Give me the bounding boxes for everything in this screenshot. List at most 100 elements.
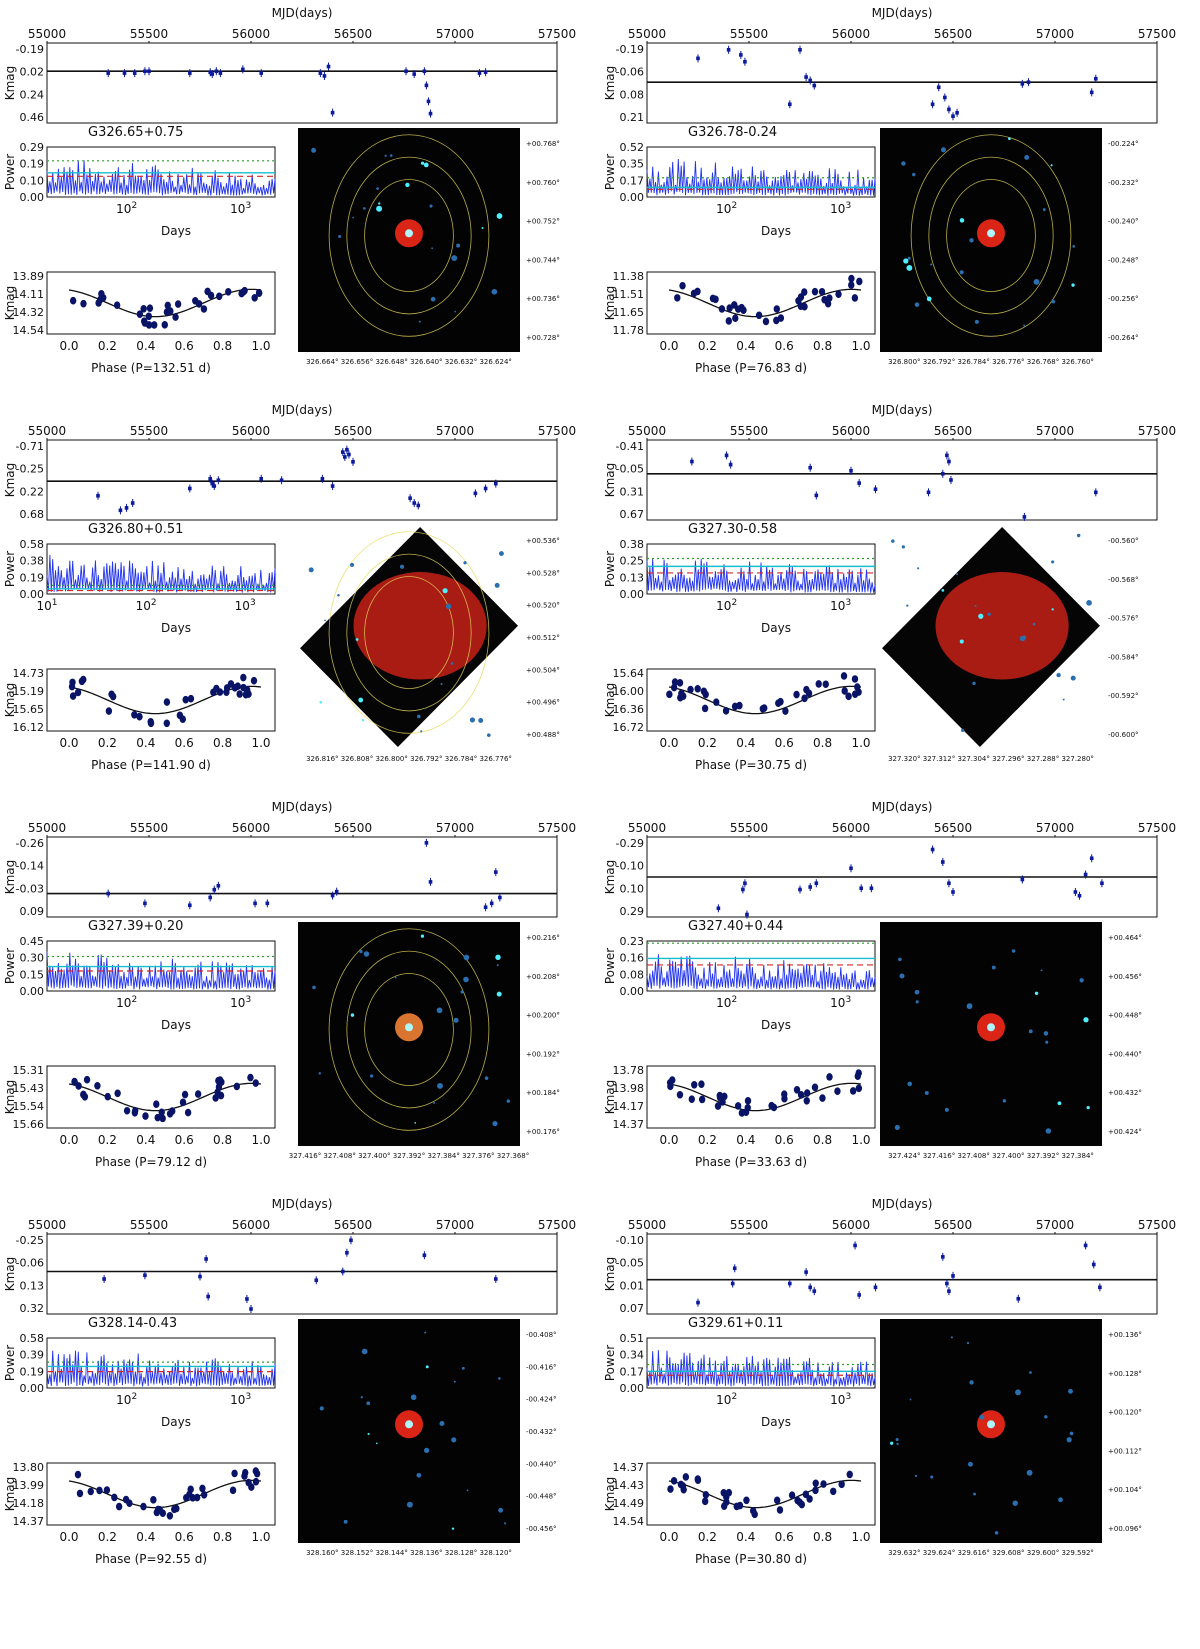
lightcurve-ytick-label: -0.06 bbox=[16, 1257, 44, 1270]
periodogram-xlabel: Days bbox=[161, 224, 191, 238]
phase-point bbox=[174, 300, 182, 308]
contour-line bbox=[364, 179, 454, 292]
phase-point bbox=[797, 302, 805, 311]
lightcurve-point bbox=[808, 885, 812, 889]
field-star bbox=[1044, 1415, 1048, 1419]
phase-point bbox=[166, 1109, 174, 1118]
phase-point bbox=[108, 690, 115, 699]
phase-xtick-label: 0.8 bbox=[813, 339, 832, 353]
sky-image: -00.408° -00.416° -00.424° -00.432° -00.440°… bbox=[298, 1319, 557, 1557]
phase-point bbox=[725, 1488, 733, 1497]
phase-point bbox=[671, 678, 679, 686]
phase-xtick-label: 0.2 bbox=[698, 736, 717, 750]
field-star bbox=[1079, 978, 1084, 983]
phase-point bbox=[846, 1470, 853, 1479]
phase-xtick-label: 0.0 bbox=[59, 339, 78, 353]
phase-point bbox=[158, 1108, 165, 1117]
lightcurve-point bbox=[347, 452, 351, 457]
mjd-tick-label: 57000 bbox=[436, 821, 474, 835]
phase-point bbox=[788, 1491, 796, 1500]
periodogram-ytick-label: 0.00 bbox=[620, 985, 645, 998]
field-star bbox=[1008, 137, 1011, 141]
lightcurve-frame bbox=[646, 439, 1158, 521]
periodogram-ytick-label: 0.39 bbox=[20, 1349, 45, 1362]
phase-point bbox=[819, 1094, 826, 1102]
phase-point bbox=[80, 299, 87, 308]
field-star bbox=[319, 1406, 324, 1411]
mjd-tick-label: 57500 bbox=[1138, 424, 1176, 438]
lightcurve-point bbox=[494, 1277, 498, 1281]
phase-xtick-label: 0.2 bbox=[98, 1133, 117, 1147]
lightcurve-point bbox=[341, 450, 345, 454]
phase-point bbox=[163, 308, 171, 316]
phase-xlabel: Phase (P=132.51 d) bbox=[91, 361, 211, 375]
phase-ylabel: Kmag bbox=[603, 1477, 617, 1512]
field-star bbox=[972, 681, 976, 686]
field-star bbox=[367, 1432, 370, 1436]
phase-point bbox=[702, 1491, 710, 1499]
image-ytick-label: -00.248° bbox=[1108, 256, 1139, 264]
contour-line bbox=[928, 156, 1054, 315]
phase-ylabel: Kmag bbox=[603, 1080, 617, 1115]
phase-xtick-label: 0.2 bbox=[98, 1530, 117, 1544]
field-star bbox=[376, 1442, 378, 1445]
lightcurve-point bbox=[873, 1285, 878, 1290]
field-star bbox=[461, 1366, 465, 1370]
sky-image: -00.224° -00.232° -00.240° -00.248° -00.256°… bbox=[880, 128, 1139, 366]
lightcurve-ytick-label: 0.46 bbox=[20, 111, 45, 124]
field-star bbox=[453, 1017, 459, 1023]
field-star bbox=[451, 1437, 457, 1443]
phase-point bbox=[845, 692, 852, 701]
phase-point bbox=[251, 294, 258, 302]
phase-xtick-label: 0.0 bbox=[659, 1133, 678, 1147]
lightcurve-point bbox=[318, 71, 323, 75]
phase-ytick-label: 13.89 bbox=[13, 270, 45, 283]
phase-point bbox=[841, 687, 848, 695]
periodogram-xlabel: Days bbox=[761, 1018, 791, 1032]
image-ytick-label: +00.120° bbox=[1108, 1409, 1142, 1417]
phase-ylabel: Kmag bbox=[3, 1477, 17, 1512]
lightcurve-ytick-label: -0.05 bbox=[616, 463, 644, 476]
image-ytick-label: +00.192° bbox=[526, 1050, 560, 1058]
phase-point bbox=[851, 675, 859, 683]
field-star bbox=[486, 733, 491, 737]
phase-xtick-label: 0.0 bbox=[659, 1530, 678, 1544]
contour-line bbox=[346, 156, 472, 315]
mjd-tick-label: 56000 bbox=[232, 821, 270, 835]
lightcurve-point bbox=[106, 71, 110, 75]
phase-xlabel: Phase (P=141.90 d) bbox=[91, 758, 211, 772]
lightcurve-point bbox=[345, 447, 349, 452]
field-star bbox=[959, 639, 964, 644]
phase-xtick-label: 0.8 bbox=[213, 736, 232, 750]
field-star bbox=[950, 1336, 953, 1339]
image-xtick-label: 327.416° 327.408° 327.400° 327.392° 327.… bbox=[289, 1152, 529, 1160]
panel-G326.78-0.24: MJD(days) 55000 55500 56000 56500 57000 57500 K… bbox=[603, 6, 1176, 375]
nebula bbox=[353, 572, 487, 680]
field-star bbox=[363, 951, 370, 957]
phase-point bbox=[751, 1510, 758, 1519]
lightcurve-point bbox=[732, 1266, 737, 1271]
field-star bbox=[1045, 1128, 1052, 1134]
lightcurve-frame bbox=[46, 439, 558, 521]
field-star bbox=[350, 1013, 355, 1017]
mjd-tick-label: 56000 bbox=[832, 27, 870, 41]
image-ytick-label: +00.216° bbox=[526, 934, 560, 942]
phase-xlabel: Phase (P=33.63 d) bbox=[695, 1155, 807, 1169]
field-star bbox=[966, 1003, 973, 1010]
phase-point bbox=[822, 680, 829, 689]
phase-xtick-label: 0.8 bbox=[813, 1530, 832, 1544]
periodogram-xlabel: Days bbox=[161, 1415, 191, 1429]
sky-image: +00.136° +00.128° +00.120° +00.112° +00.104°… bbox=[880, 1319, 1142, 1557]
phase-point bbox=[216, 292, 223, 301]
lightcurve-point bbox=[1020, 877, 1025, 882]
lightcurve-point bbox=[1094, 490, 1098, 495]
phase-ytick-label: 14.11 bbox=[13, 288, 45, 301]
phase-ytick-label: 16.12 bbox=[13, 721, 45, 734]
sky-image: +00.464° +00.456° +00.448° +00.440° +00.432°… bbox=[880, 922, 1142, 1160]
lightcurve-point bbox=[857, 1293, 861, 1297]
periodogram-xtick-label: 103 bbox=[830, 1392, 851, 1407]
field-star bbox=[363, 207, 366, 210]
image-ytick-label: -00.264° bbox=[1108, 334, 1139, 342]
phase-ytick-label: 13.80 bbox=[13, 1461, 45, 1474]
image-ytick-label: -00.432° bbox=[526, 1428, 557, 1436]
